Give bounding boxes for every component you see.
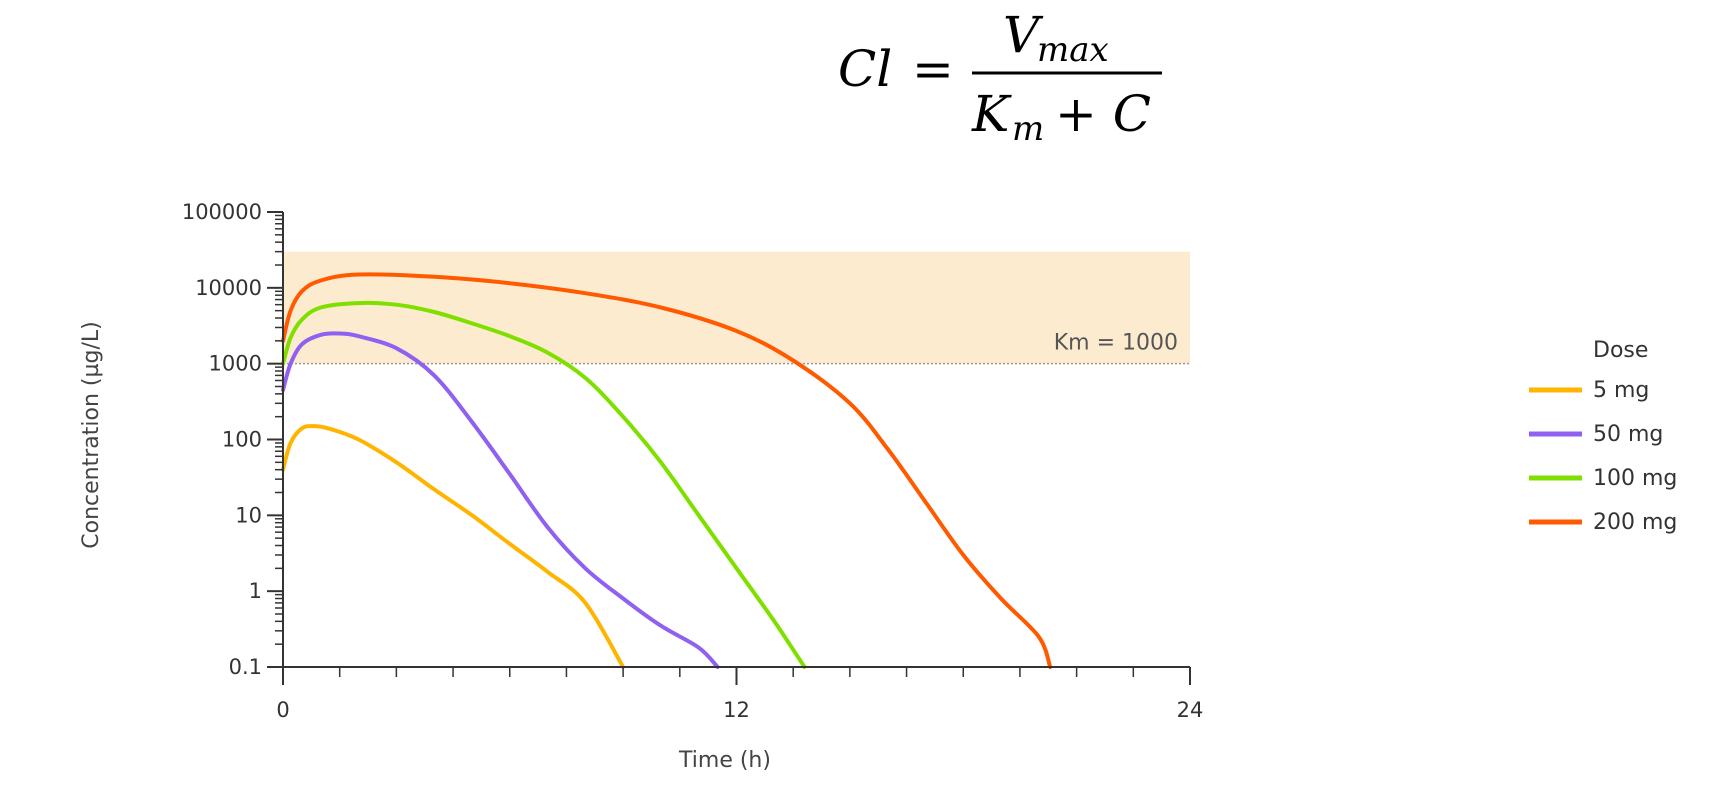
shaded-band-rect [283, 251, 1190, 364]
x-axis-title: Time (h) [678, 748, 771, 773]
legend-title: Dose [1593, 338, 1648, 363]
clearance-formula: Cl = V max K m + C [838, 6, 1162, 149]
formula-equals: = [912, 40, 954, 98]
x-tick-label: 12 [723, 698, 750, 722]
km-label: Km = 1000 [1054, 331, 1178, 356]
y-tick-label: 10 [235, 503, 262, 527]
series-group [281, 272, 1053, 669]
y-tick-label: 0.1 [229, 655, 262, 679]
legend-label-4: 200 mg [1593, 510, 1677, 535]
series-line-1 [281, 424, 626, 669]
axes: 0.1 1 10 100 1000 10000 100000 0 12 24 [182, 200, 1204, 722]
formula-numerator-main: V [1003, 6, 1044, 64]
y-tick-label: 10000 [195, 276, 262, 300]
series-line-2 [281, 331, 720, 669]
legend-label-1: 5 mg [1593, 378, 1649, 403]
y-tick-label: 1000 [209, 352, 262, 376]
legend-label-3: 100 mg [1593, 466, 1677, 491]
series-line-3 [281, 300, 807, 669]
x-tick-label: 24 [1177, 698, 1204, 722]
km-shaded-band [283, 251, 1190, 364]
km-reference: Km = 1000 [283, 331, 1190, 365]
legend-label-2: 50 mg [1593, 422, 1663, 447]
y-axis-title: Concentration (µg/L) [79, 321, 104, 548]
y-tick-label: 100000 [182, 200, 262, 224]
formula-denominator-sub: m [1012, 109, 1044, 149]
legend: Dose 5 mg 50 mg 100 mg 200 mg [1529, 338, 1677, 535]
x-tick-label: 0 [276, 698, 289, 722]
formula-lhs: Cl [838, 40, 892, 98]
formula-numerator-sub: max [1037, 30, 1109, 70]
formula-denominator-main: K [971, 85, 1012, 143]
y-tick-label: 100 [222, 428, 262, 452]
series-line-4 [281, 272, 1053, 669]
y-tick-label: 1 [249, 579, 262, 603]
formula-denominator-rest: + C [1055, 85, 1151, 143]
